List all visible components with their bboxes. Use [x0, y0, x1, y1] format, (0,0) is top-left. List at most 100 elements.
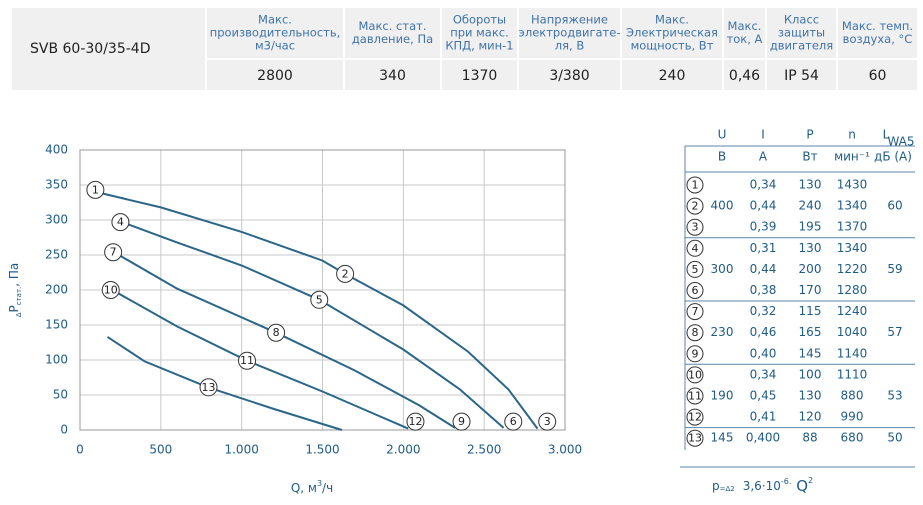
header-line: ля, В	[555, 39, 585, 53]
curve	[111, 289, 409, 430]
formula-lhs-sub: =Δ2	[720, 485, 735, 493]
value-cell	[622, 60, 722, 90]
header-cell	[724, 8, 765, 58]
row-marker-label: 7	[692, 305, 699, 318]
table-cell: 1140	[837, 346, 868, 360]
table-cell: 1280	[837, 283, 868, 297]
row-marker	[686, 387, 704, 405]
row-marker-label: 10	[688, 368, 702, 381]
spec-value: 1370	[462, 68, 498, 84]
point-marker	[504, 412, 523, 431]
table-header: U	[718, 128, 727, 142]
table-cell: 130	[799, 241, 822, 255]
table-unit: дБ (А)	[874, 150, 912, 164]
y-label-sub: стат.	[15, 287, 23, 306]
header-cell	[345, 8, 440, 58]
x-tick-label: 3.000	[548, 443, 582, 457]
header-line: электродвигате-	[519, 26, 621, 40]
marker-label: 11	[240, 354, 254, 367]
row-marker-label: 3	[692, 221, 699, 234]
point-marker	[267, 323, 286, 342]
table-cell: 0,32	[750, 304, 777, 318]
table-cell: 1240	[837, 304, 868, 318]
table-unit: мин⁻¹	[834, 150, 870, 164]
header-line: ток, А	[727, 32, 763, 46]
table-cell: 1220	[837, 262, 868, 276]
marker-label: 9	[458, 415, 465, 428]
header-line: Макс.	[728, 19, 762, 33]
x-tick-label: 500	[149, 443, 172, 457]
row-marker	[686, 345, 704, 363]
row-marker	[686, 324, 704, 342]
table-cell: 1430	[837, 178, 868, 192]
y-tick-label: 50	[53, 388, 68, 402]
point-marker	[104, 243, 123, 262]
row-marker	[686, 239, 704, 257]
header-cell	[767, 8, 836, 58]
header-line: Напряжение	[531, 13, 608, 27]
table-cell: 0,31	[750, 241, 777, 255]
header-line: давление, Па	[352, 32, 433, 46]
point-marker	[199, 378, 218, 397]
formula-coef: 3,6·10	[743, 479, 781, 493]
x-tick-label: 1.500	[305, 443, 339, 457]
marker-label: 1	[92, 183, 99, 196]
y-axis-label: ΔPстат., Па	[7, 263, 24, 318]
marker-label: 2	[342, 267, 349, 280]
marker-label: 3	[544, 415, 551, 428]
point-marker	[111, 213, 130, 232]
x-label-sup: 3	[317, 479, 322, 488]
marker-label: 12	[408, 415, 422, 428]
value-cell	[767, 60, 836, 90]
value-cell	[442, 60, 517, 90]
row-marker-label: 2	[692, 200, 699, 213]
header-line: производительность,	[210, 26, 341, 40]
table-cell: 1340	[837, 241, 868, 255]
formula-exp2: 2	[808, 476, 813, 485]
table-cell: 170	[799, 283, 822, 297]
table-cell: 1040	[837, 325, 868, 339]
row-marker-label: 8	[692, 326, 699, 339]
model-name: SVB 60-30/35-4D	[30, 41, 150, 57]
group-noise: 53	[887, 389, 902, 403]
table-cell: 195	[799, 220, 822, 234]
spec-value: 2800	[257, 68, 293, 84]
value-cell	[724, 60, 765, 90]
table-cell: 120	[799, 410, 822, 424]
group-voltage: 190	[711, 389, 734, 403]
y-tick-label: 100	[45, 353, 68, 367]
spec-value: 340	[379, 68, 406, 84]
x-tick-label: 1.000	[224, 443, 258, 457]
point-marker	[336, 264, 355, 283]
formula: p=Δ2 3,6·10-6. Q2	[712, 476, 813, 495]
y-tick-label: 400	[45, 143, 68, 157]
formula-lhs: p	[712, 479, 720, 493]
row-marker	[686, 218, 704, 236]
row-marker	[686, 366, 704, 384]
table-cell: 115	[799, 304, 822, 318]
marker-label: 4	[117, 216, 124, 229]
row-marker-label: 6	[692, 284, 699, 297]
marker-label: 13	[202, 381, 216, 394]
y-tick-label: 250	[45, 248, 68, 262]
table-unit: А	[759, 150, 768, 164]
table-header-sub: WA5	[887, 135, 914, 149]
spec-value: IP 54	[784, 68, 819, 84]
y-label-pre: Δ	[15, 312, 23, 317]
header-line: Обороты	[453, 13, 506, 27]
y-tick-label: 200	[45, 283, 68, 297]
header-line: Макс. темп.	[842, 19, 913, 33]
group-voltage: 230	[711, 325, 734, 339]
table-cell: 0,45	[750, 389, 777, 403]
point-marker	[452, 412, 471, 431]
table-cell: 1340	[837, 199, 868, 213]
x-tick-label: 2.500	[467, 443, 501, 457]
x-tick-label: 0	[76, 443, 84, 457]
point-marker	[538, 412, 557, 431]
x-tick-label: 2.000	[386, 443, 420, 457]
marker-label: 10	[104, 284, 118, 297]
header-line: КПД, мин-1	[445, 39, 513, 53]
table-cell: 100	[799, 367, 822, 381]
table-cell: 145	[799, 346, 822, 360]
